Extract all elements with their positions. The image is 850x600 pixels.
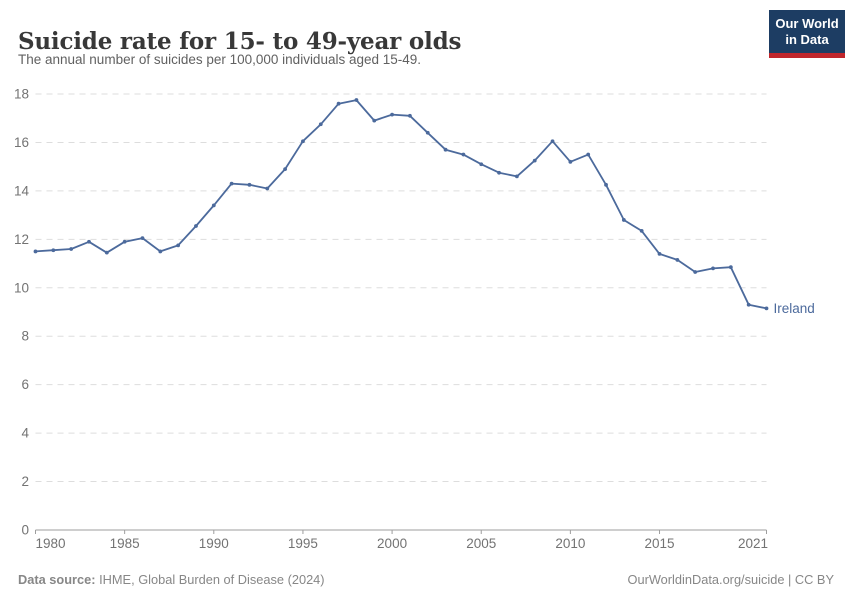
data-point-2017 [693,270,698,274]
data-point-2008 [532,158,537,163]
data-point-2010 [568,159,573,164]
data-point-2007 [514,174,519,179]
logo-line-2: in Data [785,31,829,47]
data-point-2004 [461,152,466,157]
data-point-2006 [497,170,501,175]
data-point-2011 [586,152,591,157]
data-source-label: Data source: [18,572,96,587]
y-tick-label-18: 18 [14,87,29,102]
data-point-2003 [443,147,448,152]
y-tick-label-4: 4 [21,426,29,441]
data-point-2015 [657,251,662,256]
x-tick-label-1990: 1990 [199,536,229,551]
data-point-1990 [211,203,216,208]
x-tick-label-1995: 1995 [288,536,318,551]
data-point-1981 [51,248,56,253]
data-point-1995 [301,139,305,144]
data-point-1997 [336,101,341,106]
y-tick-label-14: 14 [14,183,30,198]
footer-credit: OurWorldinData.org/suicide | CC BY [627,572,835,587]
data-point-2013 [621,218,626,222]
data-source: Data source: IHME, Global Burden of Dise… [18,572,325,587]
x-tick-label-2010: 2010 [555,536,585,551]
data-point-2002 [425,130,430,135]
data-point-2021 [764,306,769,311]
data-point-1987 [158,249,163,254]
data-point-1985 [122,239,127,244]
page-title: Suicide rate for 15- to 49-year olds [18,28,462,56]
data-source-value: IHME, Global Burden of Disease (2024) [95,572,325,587]
data-point-2020 [746,302,751,307]
data-point-2012 [604,182,608,187]
data-point-1983 [87,239,91,244]
x-tick-label-2021: 2021 [738,536,768,551]
data-point-1993 [265,186,270,191]
chart-footer: Data source: IHME, Global Burden of Dise… [18,572,834,588]
series-label-ireland[interactable]: Ireland [774,301,815,316]
our-world-in-data-logo[interactable]: Our World in Data [769,10,845,58]
data-point-2001 [408,113,412,118]
data-point-1999 [372,118,377,123]
data-point-2005 [479,162,484,167]
data-point-2014 [639,228,644,233]
data-point-1994 [283,167,288,171]
data-point-1986 [140,236,145,241]
x-tick-label-2005: 2005 [466,536,496,551]
data-point-1989 [194,224,198,228]
data-point-1998 [354,98,359,102]
y-tick-label-0: 0 [21,523,29,538]
data-point-2019 [728,265,733,270]
x-tick-label-1980: 1980 [36,536,66,551]
y-tick-label-16: 16 [14,135,29,150]
x-tick-label-2015: 2015 [645,536,675,551]
data-point-2016 [675,258,680,262]
data-point-1996 [318,122,323,127]
y-tick-label-8: 8 [21,329,29,344]
data-point-1988 [176,243,181,248]
data-point-1980 [33,249,38,254]
data-point-2009 [550,139,555,144]
data-point-2018 [711,266,715,271]
x-tick-label-2000: 2000 [377,536,407,551]
data-point-1991 [229,181,234,186]
data-point-1992 [247,182,252,187]
data-point-1982 [69,247,74,251]
x-tick-label-1985: 1985 [110,536,140,551]
page-subtitle: The annual number of suicides per 100,00… [18,52,422,67]
y-tick-label-6: 6 [21,377,29,392]
y-tick-label-10: 10 [14,280,29,295]
logo-line-1: Our World [775,16,839,31]
data-point-1984 [104,250,109,255]
data-point-2000 [390,112,394,117]
y-tick-label-2: 2 [21,474,29,489]
y-tick-label-12: 12 [14,232,29,247]
series-line-ireland [34,99,768,310]
